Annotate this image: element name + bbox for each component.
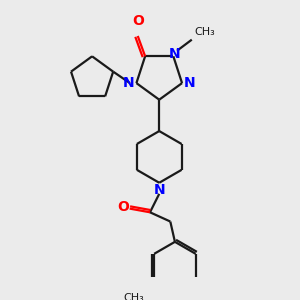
Text: N: N <box>123 76 135 90</box>
Text: CH₃: CH₃ <box>195 27 215 37</box>
Text: N: N <box>184 76 195 90</box>
Text: N: N <box>153 183 165 197</box>
Text: O: O <box>117 200 129 214</box>
Text: O: O <box>132 14 144 28</box>
Text: CH₃: CH₃ <box>124 292 144 300</box>
Text: N: N <box>168 46 180 61</box>
